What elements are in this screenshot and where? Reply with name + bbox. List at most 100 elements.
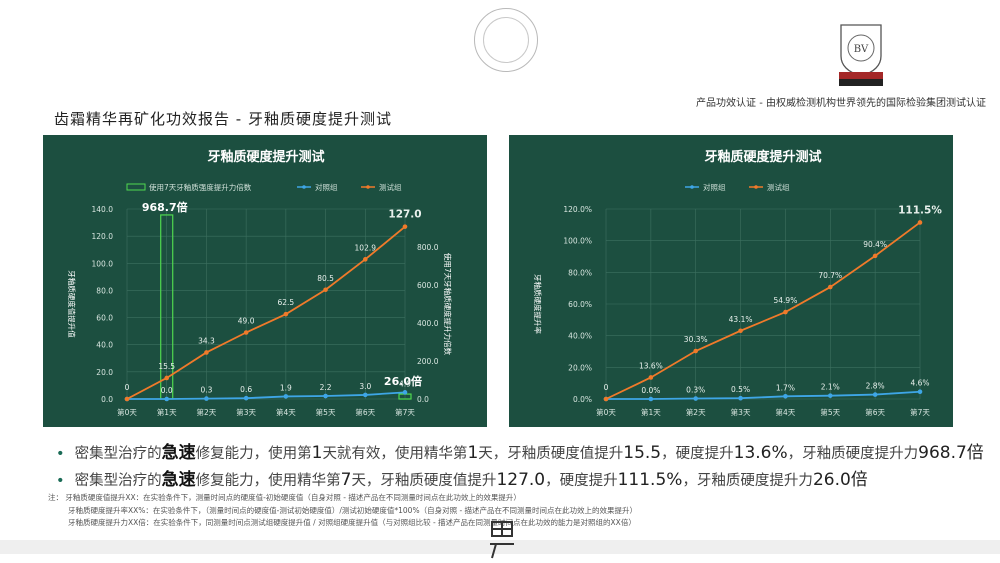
bottom-bar bbox=[0, 540, 1000, 554]
x-tick-label: 第6天 bbox=[355, 407, 375, 417]
point-control bbox=[917, 389, 923, 395]
point-control bbox=[648, 396, 654, 402]
legend-swatch-dot bbox=[690, 185, 694, 189]
y-tick-label: 80.0 bbox=[96, 286, 113, 295]
legend-swatch-bar bbox=[126, 183, 146, 191]
point-test bbox=[323, 287, 328, 293]
x-tick-label: 第2天 bbox=[686, 407, 706, 417]
point-test bbox=[872, 253, 878, 259]
point-test bbox=[827, 284, 833, 290]
y-tick-label: 80.0% bbox=[568, 268, 592, 277]
data-label-test: 62.5 bbox=[278, 298, 295, 307]
point-control bbox=[204, 396, 209, 401]
x-tick-label: 第2天 bbox=[197, 407, 217, 417]
y-tick-label: 60.0 bbox=[96, 314, 113, 323]
x-tick-label: 第4天 bbox=[776, 407, 796, 417]
point-control bbox=[243, 395, 249, 401]
bullet-dot-icon: • bbox=[56, 473, 65, 489]
point-control bbox=[164, 396, 170, 402]
bar-label: 968.7倍 bbox=[142, 200, 188, 214]
legend-label: 使用7天牙釉质强度提升力倍数 bbox=[149, 182, 252, 192]
point-test bbox=[917, 220, 923, 225]
data-label-control: 4.6% bbox=[910, 379, 929, 388]
page-title: 齿霜精华再矿化功效报告 - 牙釉质硬度提升测试 bbox=[54, 110, 392, 128]
bureau-veritas-logo: BV bbox=[839, 24, 883, 86]
point-control bbox=[693, 396, 699, 401]
data-label-test: 0 bbox=[125, 383, 130, 392]
x-tick-label: 第1天 bbox=[641, 407, 661, 417]
footer-brand-mark bbox=[490, 521, 514, 559]
point-control bbox=[402, 390, 408, 395]
chart-panel-left: 牙釉质硬度提升测试 0.0 20.0 40.0 60.0 80.0 100.0 120.0 14… bbox=[43, 135, 487, 427]
brand-seal-logo bbox=[474, 8, 538, 72]
point-test bbox=[283, 311, 289, 317]
footnote-2: 牙釉质硬度提升率XX%：在实验条件下，（测量时间点的硬度值-测试初始硬度值）/测… bbox=[68, 505, 638, 515]
y-tick-label: 120.0% bbox=[563, 205, 592, 214]
chart-title: 牙釉质硬度提升测试 bbox=[207, 149, 324, 165]
series-line-test bbox=[126, 225, 406, 400]
data-label-control: 2.1% bbox=[821, 383, 840, 392]
y-tick-label: 120.0 bbox=[92, 232, 114, 241]
x-tick-label: 第3天 bbox=[731, 407, 751, 417]
y2-tick-label: 400.0 bbox=[417, 319, 439, 328]
data-label-control: 3.0 bbox=[359, 382, 371, 391]
x-tick-label: 第7天 bbox=[395, 407, 415, 417]
summary-bullet-2: • 密集型治疗的急速修复能力，使用精华第7天，牙釉质硬度值提升127.0，硬度提… bbox=[56, 467, 986, 494]
legend-swatch-dot bbox=[302, 185, 306, 189]
chart-panel-right: 牙釉质硬度提升测试 0.0% 20.0% 40.0% 60.0% 80.0% 100.0% 1… bbox=[509, 135, 953, 427]
point-test bbox=[648, 375, 654, 380]
data-label-test: 127.0 bbox=[388, 209, 421, 221]
y-tick-label: 20.0% bbox=[568, 363, 592, 372]
point-test bbox=[204, 350, 209, 355]
x-tick-label: 第3天 bbox=[236, 407, 256, 417]
x-tick-label: 第0天 bbox=[117, 407, 137, 417]
footnotes: 注： 牙釉质硬度值提升XX：在实验条件下，测量时间点的硬度值-初始硬度值（自身对… bbox=[48, 492, 637, 530]
data-label-control: 0.6 bbox=[240, 385, 252, 394]
summary-bullets: • 密集型治疗的急速修复能力，使用第1天就有效，使用精华第1天，牙釉质硬度值提升… bbox=[56, 440, 986, 494]
point-test bbox=[783, 309, 788, 315]
point-control bbox=[783, 394, 788, 399]
point-test bbox=[243, 330, 249, 335]
data-label-control: 2.8% bbox=[866, 382, 885, 391]
data-label-test: 90.4% bbox=[863, 240, 887, 249]
data-label-test: 15.5 bbox=[158, 362, 175, 371]
point-control bbox=[283, 394, 289, 399]
y2-tick-label: 800.0 bbox=[417, 243, 439, 252]
y-tick-label: 40.0 bbox=[96, 341, 113, 350]
point-control bbox=[323, 393, 328, 399]
point-control bbox=[827, 393, 833, 398]
x-tick-label: 第1天 bbox=[157, 407, 177, 417]
y2-tick-label: 0.0 bbox=[417, 395, 429, 404]
legend-label: 对照组 bbox=[703, 182, 726, 192]
summary-bullet-1: • 密集型治疗的急速修复能力，使用第1天就有效，使用精华第1天，牙釉质硬度值提升… bbox=[56, 440, 986, 467]
point-control bbox=[872, 392, 878, 397]
y-tick-label: 100.0 bbox=[92, 259, 114, 268]
y-tick-label: 60.0% bbox=[568, 300, 592, 309]
y-tick-label: 0.0 bbox=[101, 395, 113, 404]
footnote-1: 注： 牙釉质硬度值提升XX：在实验条件下，测量时间点的硬度值-初始硬度值（自身对… bbox=[48, 493, 521, 502]
data-label-test: 0 bbox=[604, 383, 609, 392]
data-label-control: 2.2 bbox=[320, 383, 332, 392]
legend-swatch-dot bbox=[754, 185, 758, 189]
x-tick-label: 第4天 bbox=[276, 407, 296, 417]
legend-swatch-dot bbox=[366, 185, 370, 189]
point-test bbox=[164, 375, 170, 381]
data-label-test: 49.0 bbox=[238, 317, 255, 326]
bar-label: 26.0倍 bbox=[384, 374, 422, 388]
y2-tick-label: 200.0 bbox=[417, 357, 439, 366]
data-label-control: 0.3% bbox=[686, 386, 705, 395]
data-label-test: 102.9 bbox=[355, 243, 377, 252]
data-label-control: 0.0 bbox=[161, 386, 173, 395]
data-label-control: 0.0% bbox=[641, 386, 660, 395]
data-label-test: 30.3% bbox=[684, 335, 708, 344]
data-label-test: 54.9% bbox=[774, 296, 798, 305]
point-test bbox=[402, 224, 408, 229]
footnote-3: 牙釉质硬度提升力XX倍：在实验条件下，同测量时间点测试组硬度提升值 / 对照组硬… bbox=[68, 518, 636, 527]
chart-title: 牙釉质硬度提升测试 bbox=[704, 149, 821, 165]
y-tick-label: 20.0 bbox=[96, 368, 113, 377]
x-tick-label: 第6天 bbox=[865, 407, 885, 417]
data-label-test: 80.5 bbox=[317, 274, 334, 283]
data-label-control: 1.7% bbox=[776, 383, 795, 392]
y2-tick-label: 600.0 bbox=[417, 281, 439, 290]
legend-label: 对照组 bbox=[315, 182, 338, 192]
